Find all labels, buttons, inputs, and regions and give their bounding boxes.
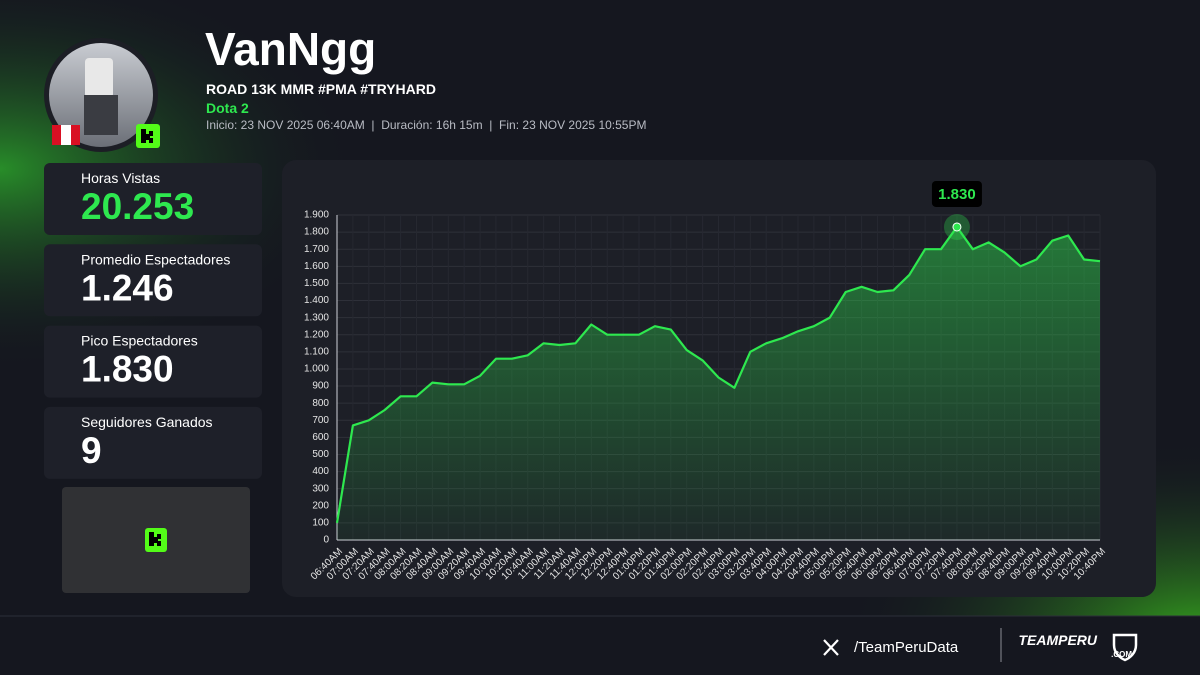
stat-value: 9 [81,430,102,471]
y-tick-label: 900 [312,381,329,392]
footer-bar [0,616,1200,675]
stream-details: Inicio: 23 NOV 2025 06:40AM | Duración: … [206,118,646,132]
brand-suffix: .COM [1111,650,1132,659]
stat-label: Pico Espectadores [81,333,198,349]
y-tick-label: 400 [312,466,329,477]
y-tick-label: 700 [312,415,329,426]
flag-peru [52,125,80,145]
y-tick-label: 1.400 [304,295,329,306]
brand-shield [1112,633,1138,662]
y-tick-label: 500 [312,449,329,460]
y-tick-label: 1.000 [304,364,329,375]
stat-value: 20.253 [81,186,194,227]
social-handle: /TeamPeruData [854,639,959,656]
kick-icon [145,528,167,552]
brand: TEAMPERU [1018,632,1097,648]
stat-label: Seguidores Ganados [81,414,213,430]
kick-icon [136,124,160,148]
stat-label: Horas Vistas [81,170,160,186]
y-tick-label: 800 [312,398,329,409]
y-tick-label: 200 [312,500,329,511]
line [335,225,1101,524]
avatar-figure [85,58,113,98]
stat-value: 1.246 [81,267,174,308]
x-icon [823,639,839,656]
y-tick-label: 300 [312,483,329,494]
stat-card [44,163,262,235]
chart: 0 100 200 300 400 500 600 700 800 900 1.000 1.100 1.… [304,180,1108,582]
stat-value: 1.830 [81,349,174,390]
y-tick-label: 1.800 [304,227,329,238]
peak-label: 1.830 [938,186,976,203]
y-tick-label: 1.600 [304,261,329,272]
stream-title: ROAD 13K MMR #PMA #TRYHARD [206,81,436,97]
y-tick-label: 600 [312,432,329,443]
peak-label-box [931,180,982,207]
stat-card [44,244,262,317]
line-area [337,227,1100,540]
y-tick-label: 1.200 [304,329,329,340]
y-tick-label: 1.700 [304,244,329,255]
y-tick-label: 1.300 [304,312,329,323]
game: Dota 2 [206,100,249,116]
y-tick-label: 1.100 [304,346,329,357]
stat-card [44,325,262,398]
peak-marker [952,222,962,232]
stat-card [44,406,262,479]
y-tick-label: 1.900 [304,210,329,221]
streamer-name: VanNgg [205,23,376,75]
stat-label: Promedio Espectadores [81,251,230,267]
y-tick-label: 1.500 [304,278,329,289]
y-tick-label: 0 [323,535,329,546]
avatar-figure [84,95,118,135]
y-tick-label: 100 [312,518,329,529]
